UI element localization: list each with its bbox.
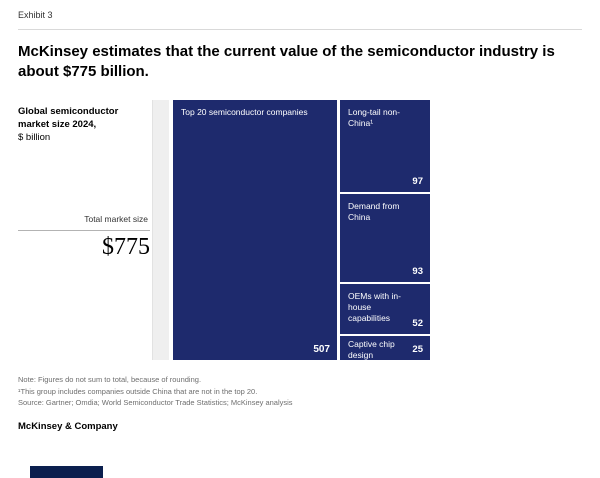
partial-bottom-button[interactable] [30, 466, 103, 478]
segment-value: 507 [313, 344, 330, 355]
total-bar-strip [152, 100, 169, 360]
footnote-source: Source: Gartner; Omdia; World Semiconduc… [18, 398, 293, 408]
segment-value: 93 [412, 266, 423, 277]
exhibit-title: McKinsey estimates that the current valu… [18, 43, 555, 81]
segment-value: 97 [412, 176, 423, 187]
segment-label: Captive chip design [348, 339, 395, 361]
segment-demand-from-china: Demand from China 93 [340, 194, 430, 282]
segment-captive-chip-design: Captive chip design 25 [340, 336, 430, 360]
chart-title-unit: $ billion [18, 131, 51, 143]
footnote-rounding: Note: Figures do not sum to total, becau… [18, 375, 202, 384]
exhibit-label: Exhibit 3 [18, 10, 53, 20]
chart-title-bold: Global semiconductor market size 2024, [18, 106, 119, 130]
total-rule [18, 230, 150, 231]
segment-oems-inhouse: OEMs with in-house capabilities 52 [340, 284, 430, 334]
segment-top20: Top 20 semiconductor companies 507 [173, 100, 337, 360]
footnote-group: ¹This group includes companies outside C… [18, 386, 258, 396]
segment-longtail-nonchina: Long-tail non-China¹ 97 [340, 100, 430, 192]
total-value: $775 [102, 234, 150, 260]
segment-label: OEMs with in-house capabilities [348, 291, 401, 324]
total-market-size-label: Total market size [84, 214, 148, 224]
segment-label: Demand from China [348, 201, 400, 223]
chart-axis-title: Global semiconductor market size 2024, $… [18, 106, 130, 144]
segment-value: 25 [412, 344, 423, 355]
segment-value: 52 [412, 318, 423, 329]
mckinsey-brand: McKinsey & Company [18, 421, 118, 432]
footnotes: Note: Figures do not sum to total, becau… [18, 374, 293, 409]
segment-label: Long-tail non-China¹ [348, 107, 400, 129]
top-divider [18, 29, 582, 30]
segment-label: Top 20 semiconductor companies [181, 107, 308, 117]
